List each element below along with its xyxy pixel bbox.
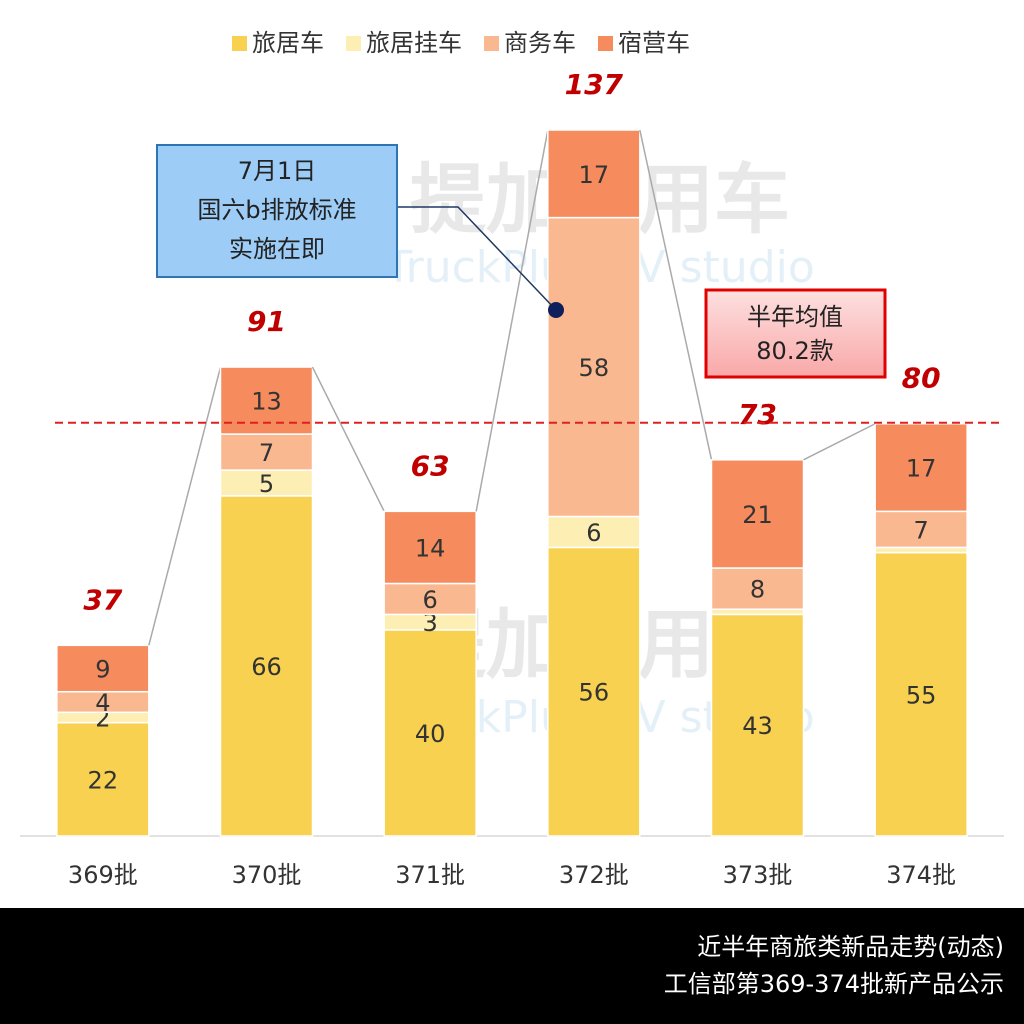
x-tick-label: 369批: [68, 861, 138, 889]
connector: [148, 366, 222, 646]
legend-label: 旅居挂车: [366, 29, 462, 57]
bar-segment: [383, 510, 477, 585]
legend-label: 宿营车: [618, 29, 690, 57]
legend-swatch: [598, 36, 613, 51]
average-box: [704, 288, 887, 379]
bar-segment: [547, 216, 641, 518]
data-label: 40: [415, 720, 446, 748]
bar-segment: [56, 644, 150, 693]
x-tick-label: 372批: [559, 861, 629, 889]
data-label: 14: [415, 534, 446, 562]
connector: [475, 129, 549, 512]
bar-segment: [710, 613, 805, 837]
x-tick-label: 374批: [886, 861, 956, 889]
callout-text: 实施在即: [229, 235, 325, 263]
data-label: 5: [259, 470, 274, 498]
bar-segment: [874, 510, 968, 549]
data-label: 7: [259, 439, 274, 467]
total-label: 37: [83, 583, 122, 616]
footer-text: 近半年商旅类新品走势(动态): [697, 933, 1004, 961]
legend-label: 商务车: [504, 29, 576, 57]
bar-segment: [383, 629, 477, 837]
average-text: 半年均值: [747, 303, 843, 331]
data-label: 58: [579, 354, 610, 382]
callout-box: [156, 144, 398, 278]
data-label: 17: [906, 455, 937, 483]
bar-segment: [547, 546, 641, 837]
data-label: 17: [579, 161, 610, 189]
total-label: 137: [565, 68, 624, 101]
bar-segment: [874, 422, 968, 513]
callout-pointer: [397, 206, 557, 311]
bar-segment: [710, 459, 805, 569]
data-label: 56: [579, 679, 610, 707]
legend-swatch: [484, 36, 499, 51]
x-tick-label: 370批: [232, 861, 302, 889]
legend-label: 旅居车: [252, 29, 324, 57]
data-label: 43: [742, 712, 773, 740]
connector: [311, 366, 385, 512]
bar-segment: [874, 551, 968, 837]
legend-swatch: [346, 36, 361, 51]
data-label: 21: [742, 501, 773, 529]
data-label: 55: [906, 681, 937, 709]
callout-text: 7月1日: [238, 157, 317, 185]
data-label: 3: [423, 609, 438, 637]
data-label: 13: [251, 388, 282, 416]
bar-segment: [56, 721, 150, 837]
bar-segment: [219, 469, 314, 497]
total-label: 63: [411, 449, 450, 482]
total-label: 73: [738, 398, 777, 431]
data-label: 4: [95, 689, 110, 717]
bar-segment: [547, 129, 641, 219]
data-label: 66: [251, 653, 282, 681]
bar-segment: [874, 546, 968, 554]
data-label: 9: [95, 656, 110, 684]
total-label: 91: [247, 305, 286, 338]
legend-swatch: [232, 36, 247, 51]
total-label: 80: [902, 362, 941, 395]
callout-dot: [548, 302, 564, 318]
data-label: 22: [88, 766, 119, 794]
data-label: 6: [423, 586, 438, 614]
bar-segment: [219, 433, 314, 471]
footer-text: 工信部第369-374批新产品公示: [664, 970, 1004, 998]
x-tick-label: 371批: [395, 861, 465, 889]
bar-segment: [219, 495, 314, 837]
bar-segment: [547, 515, 641, 549]
data-label: 6: [586, 519, 601, 547]
x-tick-label: 373批: [723, 861, 793, 889]
callout-text: 国六b排放标准: [197, 196, 356, 224]
average-text: 80.2款: [756, 337, 833, 365]
bar-segment: [710, 567, 805, 611]
connector: [803, 423, 876, 461]
data-label: 7: [914, 516, 929, 544]
connector: [639, 129, 713, 460]
footer-band: [0, 908, 1024, 1024]
bar-segment: [710, 608, 805, 616]
data-label: 8: [750, 576, 765, 604]
